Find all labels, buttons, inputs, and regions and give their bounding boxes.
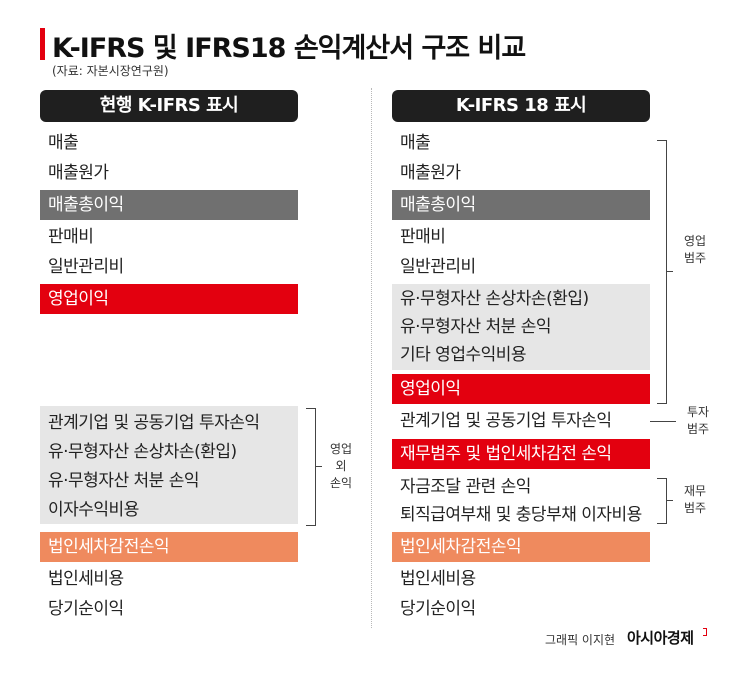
operating-category-label: 영업 범주: [683, 234, 707, 265]
right-operating-extra-box: 유·무형자산 손상차손(환입) 유·무형자산 처분 손익 기타 영업수익비용: [392, 284, 650, 370]
right-financial-tick: [667, 500, 673, 501]
left-item-income-tax: 법인세비용: [48, 569, 124, 589]
right-item-impairment: 유·무형자산 손상차손(환입): [400, 289, 589, 309]
left-item-net-income: 당기순이익: [48, 599, 124, 619]
right-item-pension-interest: 퇴직급여부채 및 충당부채 이자비용: [400, 505, 642, 525]
left-header: 현행 K-IFRS 표시: [40, 90, 298, 122]
right-operating-bracket: [657, 140, 667, 404]
left-item-interest: 이자수익비용: [48, 500, 139, 520]
right-band-gross-profit: 매출총이익: [392, 190, 650, 220]
right-operating-tick: [667, 271, 673, 272]
left-item-admin-expenses: 일반관리비: [48, 257, 124, 277]
investment-category-label: 투자 범주: [686, 405, 710, 436]
right-item-selling-expenses: 판매비: [400, 227, 446, 247]
left-band-operating-profit: 영업이익: [40, 284, 298, 314]
graphic-credit: 그래픽 이지현: [545, 633, 616, 647]
left-item-selling-expenses: 판매비: [48, 227, 94, 247]
right-item-admin-expenses: 일반관리비: [400, 257, 476, 277]
column-divider: [371, 88, 372, 628]
right-financial-bracket: [657, 478, 667, 524]
left-non-operating-bracket: [306, 408, 316, 526]
right-item-other-operating: 기타 영업수익비용: [400, 345, 527, 365]
right-header: K-IFRS 18 표시: [392, 90, 650, 122]
brand-logo-text: 아시아경제: [627, 629, 694, 647]
right-band-pretax-income: 법인세차감전손익: [392, 532, 650, 562]
left-band-pretax-income: 법인세차감전손익: [40, 532, 298, 562]
right-item-equity-investment: 관계기업 및 공동기업 투자손익: [400, 411, 612, 431]
left-non-operating-box: 관계기업 및 공동기업 투자손익 유·무형자산 손상차손(환입) 유·무형자산 …: [40, 406, 298, 524]
left-item-sales: 매출: [48, 133, 79, 153]
page-title: K-IFRS 및 IFRS18 손익계산서 구조 비교: [52, 33, 526, 64]
title-accent-bar: [40, 28, 45, 60]
brand-mark-icon: [703, 628, 707, 636]
right-item-income-tax: 법인세비용: [400, 569, 476, 589]
right-item-disposal: 유·무형자산 처분 손익: [400, 317, 551, 337]
left-item-cost-of-sales: 매출원가: [48, 163, 109, 183]
left-band-gross-profit: 매출총이익: [40, 190, 298, 220]
right-item-net-income: 당기순이익: [400, 599, 476, 619]
financial-category-label: 재무 범주: [683, 484, 707, 515]
right-band-operating-profit: 영업이익: [392, 374, 650, 404]
source-note: (자료: 자본시장연구원): [52, 64, 169, 78]
right-item-sales: 매출: [400, 133, 431, 153]
left-bracket-tick: [316, 466, 322, 467]
right-band-financial-pretax: 재무범주 및 법인세차감전 손익: [392, 439, 650, 469]
left-item-equity-investment: 관계기업 및 공동기업 투자손익: [48, 413, 260, 433]
investment-connector: [650, 421, 676, 422]
left-item-disposal: 유·무형자산 처분 손익: [48, 471, 199, 491]
right-item-cost-of-sales: 매출원가: [400, 163, 461, 183]
left-item-impairment: 유·무형자산 손상차손(환입): [48, 442, 237, 462]
right-item-financing-income: 자금조달 관련 손익: [400, 477, 531, 497]
non-operating-label: 영업 외 손익: [329, 442, 353, 490]
